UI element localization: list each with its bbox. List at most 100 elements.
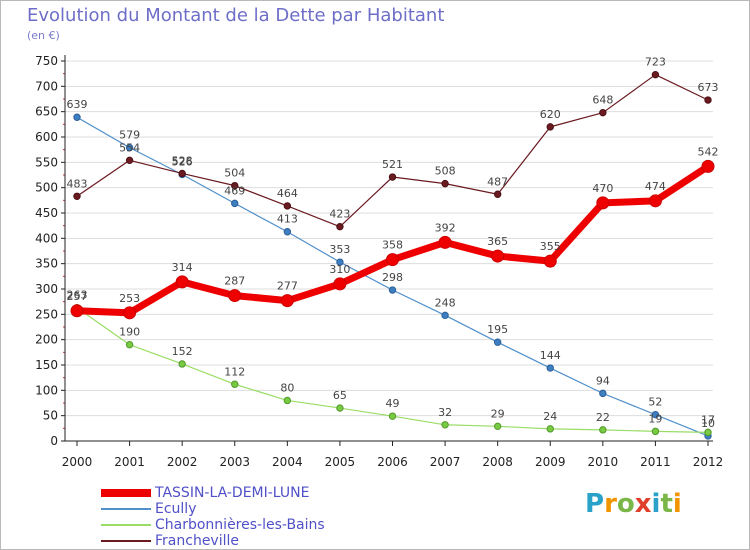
data-point-tassin <box>596 196 610 210</box>
data-point-francheville <box>336 222 344 231</box>
data-label: 423 <box>329 208 350 221</box>
data-label: 355 <box>540 240 561 253</box>
y-tick-label: 100 <box>35 383 58 397</box>
data-label: 144 <box>540 349 561 362</box>
data-point-francheville <box>178 169 186 178</box>
data-label: 504 <box>224 167 245 180</box>
data-label: 413 <box>277 213 298 226</box>
y-tick-label: 500 <box>35 181 58 195</box>
y-tick-label: 750 <box>35 54 58 68</box>
line-chart: 0 50 100 150 200 250 300 350 400 450 500 550 600 650 7… <box>35 54 723 469</box>
data-point-francheville <box>546 123 554 131</box>
x-tick-label: 2005 <box>325 455 356 469</box>
data-label: 554 <box>119 141 140 154</box>
data-label: 579 <box>119 129 140 142</box>
data-point-tassin <box>228 289 242 303</box>
data-label: 190 <box>119 326 140 339</box>
chart-subtitle: (en €) <box>27 29 60 42</box>
x-tick-label: 2002 <box>167 455 198 469</box>
data-point-tassin <box>123 306 137 320</box>
legend-label: Charbonnières-les-Bains <box>155 517 325 533</box>
data-point-francheville <box>125 156 134 165</box>
data-label: 19 <box>648 412 662 425</box>
data-label: 29 <box>491 407 505 420</box>
data-point-charbonnieres <box>599 426 607 434</box>
data-label: 474 <box>645 180 666 193</box>
x-tick-label: 2003 <box>219 455 250 469</box>
data-label: 24 <box>543 410 557 423</box>
data-point-ecully <box>651 410 660 419</box>
data-point-tassin <box>543 254 557 268</box>
data-label: 487 <box>487 175 508 188</box>
y-tick-label: 200 <box>35 333 58 347</box>
y-tick-label: 350 <box>35 257 58 271</box>
data-label: 469 <box>224 184 245 197</box>
data-point-charbonnieres <box>388 412 397 420</box>
data-label: 358 <box>382 239 403 252</box>
data-point-tassin <box>648 194 662 208</box>
x-tick-label: 2011 <box>640 455 671 469</box>
chart-title: Evolution du Montant de la Dette par Hab… <box>27 5 445 26</box>
data-label: 464 <box>277 187 298 200</box>
legend-swatch <box>101 524 151 526</box>
data-label: 310 <box>329 263 350 276</box>
data-point-francheville <box>704 96 712 104</box>
data-label: 195 <box>487 323 508 336</box>
legend-swatch <box>101 489 151 497</box>
data-point-francheville <box>599 108 607 117</box>
y-tick-label: 250 <box>35 307 58 321</box>
legend-label: Ecully <box>155 501 197 517</box>
y-tick-label: 300 <box>35 282 58 296</box>
data-point-tassin <box>333 277 347 291</box>
data-point-tassin <box>70 304 84 318</box>
data-label: 112 <box>224 365 245 378</box>
legend-swatch <box>101 508 151 510</box>
data-label: 277 <box>277 280 298 293</box>
data-point-ecully <box>125 143 134 152</box>
data-label: 65 <box>333 389 347 402</box>
data-point-francheville <box>231 181 239 190</box>
data-label: 314 <box>172 261 193 274</box>
y-tick-label: 400 <box>35 231 58 245</box>
data-label: 528 <box>172 154 193 167</box>
data-label: 49 <box>386 397 400 410</box>
data-label: 94 <box>596 374 610 387</box>
data-point-ecully <box>388 286 397 294</box>
data-point-charbonnieres <box>493 422 502 431</box>
x-tick-label: 2004 <box>272 455 303 469</box>
data-label: 17 <box>701 413 715 426</box>
data-point-tassin <box>491 249 505 263</box>
data-label: 248 <box>435 296 456 309</box>
data-point-ecully <box>546 364 554 372</box>
data-point-charbonnieres <box>704 428 712 437</box>
data-label: 673 <box>698 81 719 94</box>
data-label: 253 <box>119 292 140 305</box>
data-label: 353 <box>329 243 350 256</box>
data-point-tassin <box>701 159 715 173</box>
x-tick-label: 2009 <box>535 455 566 469</box>
y-tick-label: 650 <box>35 105 58 119</box>
x-tick-label: 2001 <box>114 455 145 469</box>
data-point-ecully <box>599 389 607 398</box>
data-label: 10 <box>701 417 715 430</box>
data-point-charbonnieres <box>283 396 292 405</box>
data-point-francheville <box>283 202 292 210</box>
data-label: 648 <box>592 94 613 107</box>
x-tick-label: 2010 <box>588 455 619 469</box>
y-tick-label: 50 <box>43 409 58 423</box>
data-label: 508 <box>435 165 456 178</box>
data-label: 542 <box>698 145 719 158</box>
data-point-francheville <box>651 70 660 79</box>
y-tick-label: 150 <box>35 358 58 372</box>
data-label: 470 <box>592 182 613 195</box>
data-label: 521 <box>382 158 403 171</box>
data-point-charbonnieres <box>125 341 134 349</box>
data-point-francheville <box>388 173 397 181</box>
data-point-francheville <box>441 179 449 188</box>
data-label: 257 <box>67 290 88 303</box>
data-point-tassin <box>280 294 294 308</box>
data-label: 32 <box>438 406 452 419</box>
data-label: 365 <box>487 235 508 248</box>
data-point-ecully <box>336 258 344 266</box>
y-tick-label: 600 <box>35 130 58 144</box>
